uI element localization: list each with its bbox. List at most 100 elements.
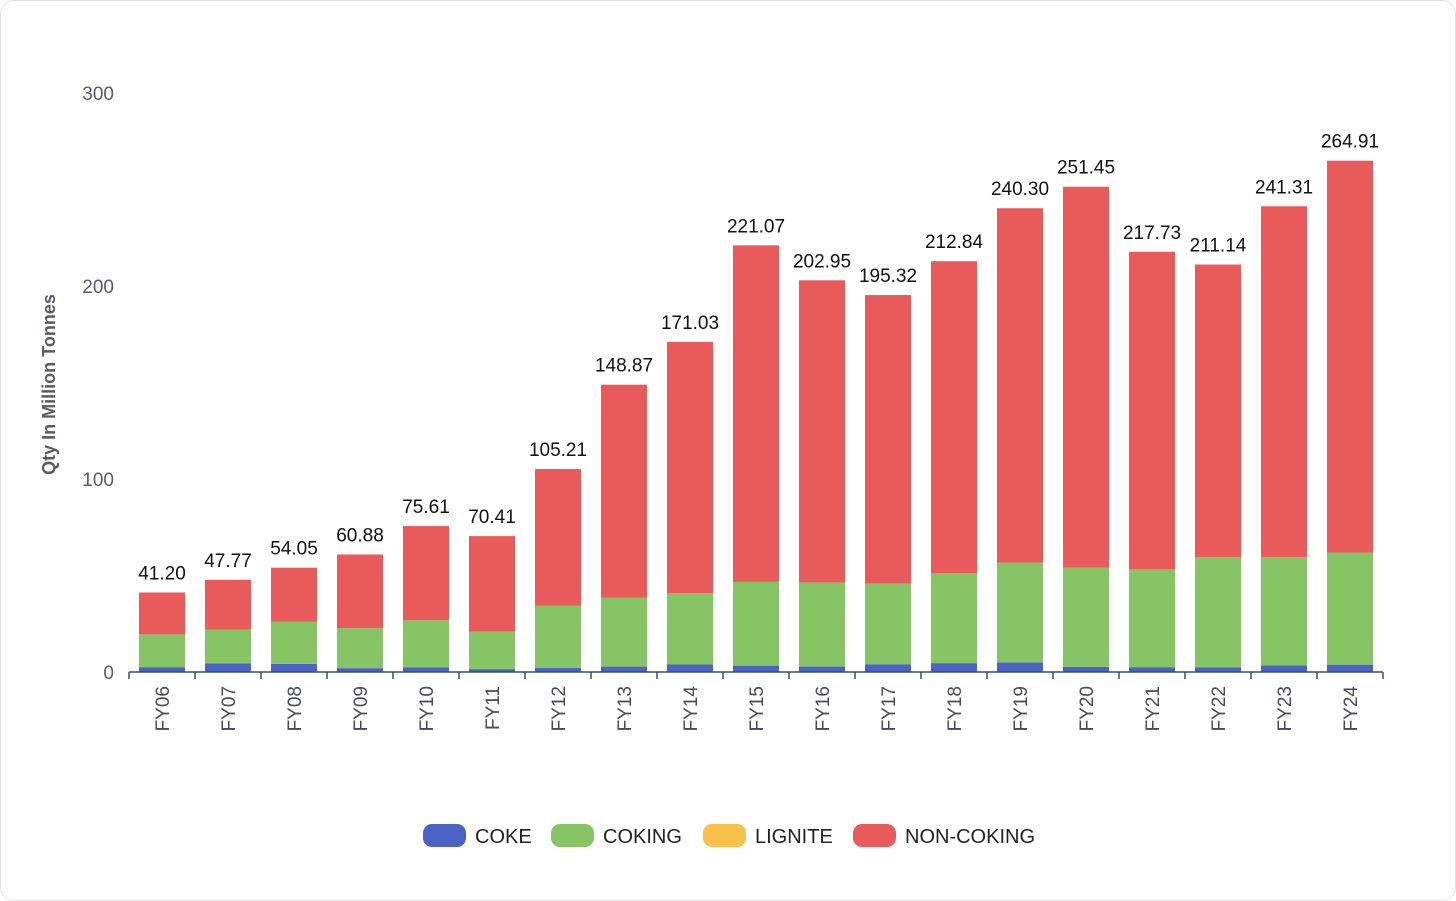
x-tick-label: FY24 [1341,686,1362,732]
legend-item-lignite[interactable]: LIGNITE [703,824,833,848]
bar-segment-coke[interactable] [667,664,713,672]
bar-segment-coke[interactable] [1261,665,1307,672]
bar-segment-coking[interactable] [1327,552,1373,665]
x-tick-label: FY21 [1143,686,1164,731]
bar-segment-coking[interactable] [733,581,779,666]
bar-segment-coking[interactable] [469,631,515,670]
bar-stack-fy22[interactable] [1195,264,1241,672]
bar-segment-coking[interactable] [139,634,185,668]
bar-stack-fy08[interactable] [271,567,317,672]
bar-segment-coke[interactable] [139,667,185,672]
bar-stack-fy17[interactable] [865,295,911,672]
bar-segment-coking[interactable] [1063,567,1109,667]
x-tick-label: FY08 [285,686,306,731]
bar-stack-fy23[interactable] [1261,206,1307,672]
bar-stack-fy10[interactable] [403,526,449,672]
bar-segment-coking[interactable] [271,621,317,664]
bar-segment-non-coking[interactable] [1195,264,1241,557]
bar-segment-coking[interactable] [865,583,911,665]
bar-segment-non-coking[interactable] [667,341,713,594]
bar-segment-non-coking[interactable] [1129,251,1175,570]
bar-segment-coke[interactable] [865,664,911,672]
bar-segment-non-coking[interactable] [865,295,911,584]
bar-segment-coking[interactable] [1195,556,1241,668]
bar-segment-coke[interactable] [469,669,515,672]
bar-segment-non-coking[interactable] [205,579,251,630]
bar-segment-coking[interactable] [931,573,977,664]
bar-stack-fy21[interactable] [1129,251,1175,672]
x-tick-label: FY06 [153,686,174,731]
bar-segment-coking[interactable] [601,597,647,667]
bar-segment-coke[interactable] [931,663,977,672]
bar-stack-fy20[interactable] [1063,186,1109,672]
bar-stack-fy11[interactable] [469,536,515,672]
bar-segment-coking[interactable] [997,562,1043,663]
bar-segment-non-coking[interactable] [403,526,449,621]
y-axis-ticks: 0 100 200 300 [82,84,114,684]
bar-segment-coke[interactable] [337,668,383,672]
bar-segment-coking[interactable] [1261,556,1307,666]
bar-segment-non-coking[interactable] [1327,160,1373,553]
bar-stack-fy16[interactable] [799,280,845,672]
bar-segment-coke[interactable] [205,663,251,672]
bar-segment-coke[interactable] [601,666,647,672]
legend-item-coke[interactable]: COKE [423,824,532,848]
bar-segment-coke[interactable] [799,666,845,672]
bar-segment-coke[interactable] [1129,667,1175,672]
x-axis: FY06 FY07 FY08 FY09 FY10 FY11 FY12 FY13 FY14 FY15… [128,671,1384,732]
bar-stack-fy19[interactable] [997,208,1043,672]
bar-segment-non-coking[interactable] [601,384,647,598]
bar-stack-fy09[interactable] [337,554,383,672]
bar-segment-coke[interactable] [1327,664,1373,672]
bar-stack-fy14[interactable] [667,341,713,672]
bar-segment-coking[interactable] [667,593,713,665]
x-tick-label: FY09 [351,686,372,731]
bar-stack-fy07[interactable] [205,579,251,672]
bar-stack-fy06[interactable] [139,592,185,672]
bar-segment-non-coking[interactable] [139,592,185,635]
bar-segment-coke[interactable] [997,662,1043,672]
bar-segment-coke[interactable] [403,667,449,672]
bar-segment-coke[interactable] [535,667,581,672]
bar-stack-fy13[interactable] [601,384,647,672]
x-tick-label: FY13 [615,686,636,731]
bar-segment-non-coking[interactable] [337,554,383,629]
bar-segment-non-coking[interactable] [931,261,977,574]
bar-segment-non-coking[interactable] [535,468,581,606]
total-label: 195.32 [859,266,917,287]
total-label: 148.87 [595,356,653,377]
bar-stack-fy24[interactable] [1327,160,1373,672]
bar-segment-non-coking[interactable] [271,567,317,622]
bar-segment-non-coking[interactable] [799,280,845,583]
bar-stack-fy12[interactable] [535,468,581,672]
x-tick-label: FY12 [549,686,570,731]
x-tick-label: FY16 [813,686,834,731]
bar-segment-non-coking[interactable] [469,536,515,632]
bar-segment-coking[interactable] [205,629,251,664]
legend-item-coking[interactable]: COKING [551,824,682,848]
bar-segment-non-coking[interactable] [733,245,779,582]
y-tick-label: 100 [82,470,114,491]
bar-segment-coke[interactable] [1063,666,1109,672]
bar-segment-coking[interactable] [1129,569,1175,668]
bar-segment-coking[interactable] [799,582,845,667]
bar-segment-non-coking[interactable] [997,208,1043,563]
legend-item-non-coking[interactable]: NON-COKING [853,824,1035,848]
bar-segment-coke[interactable] [733,665,779,672]
bar-segment-coke[interactable] [1195,667,1241,672]
bar-segment-coking[interactable] [535,605,581,668]
bar-stack-fy18[interactable] [931,261,977,672]
legend-swatch [703,824,746,847]
x-tick-label: FY14 [681,686,702,732]
legend-label: COKING [603,826,682,848]
total-label: 60.88 [336,526,384,547]
bar-segment-coking[interactable] [403,620,449,668]
bar-segment-coking[interactable] [337,628,383,669]
bar-segment-non-coking[interactable] [1063,186,1109,568]
bar-segment-coke[interactable] [271,663,317,672]
bar-segment-non-coking[interactable] [1261,206,1307,557]
bar-stack-fy15[interactable] [733,245,779,672]
legend[interactable]: COKE COKING LIGNITE NON-COKING [423,824,1035,848]
legend-label: NON-COKING [905,826,1035,848]
